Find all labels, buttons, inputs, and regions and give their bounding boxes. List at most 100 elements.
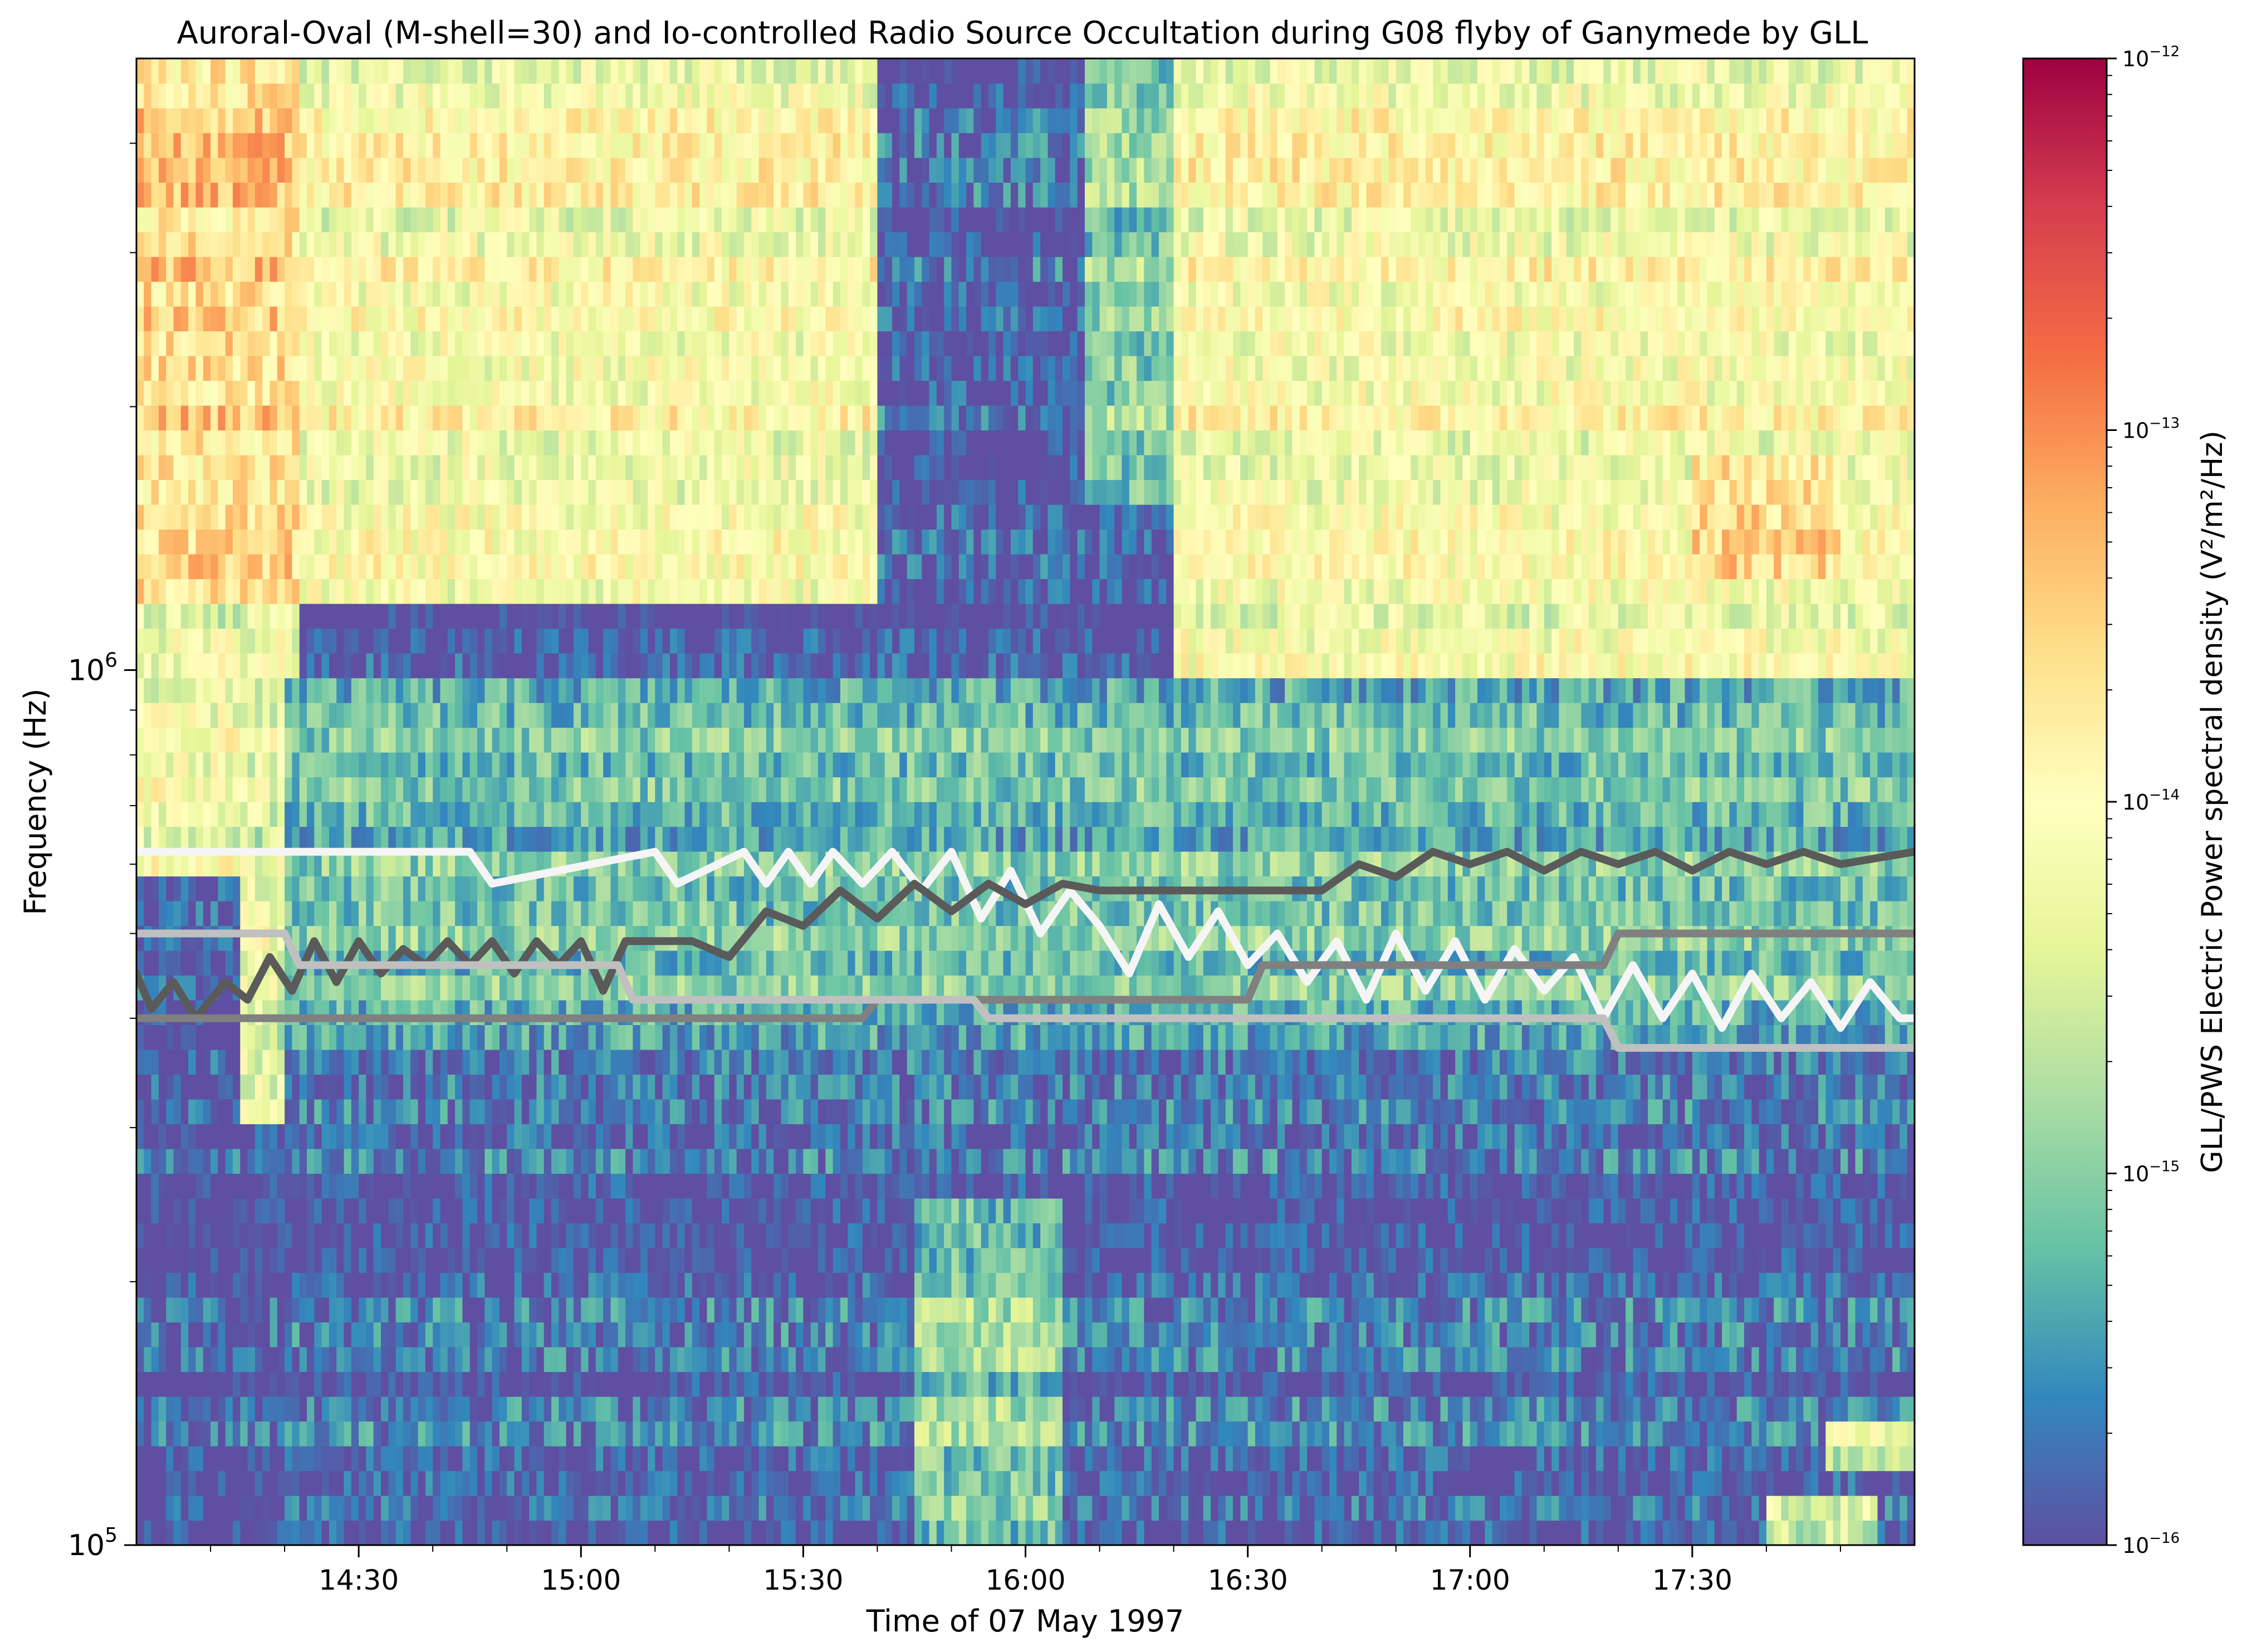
- spectrogram-cell: [655, 1371, 663, 1397]
- spectrogram-cell: [1351, 1074, 1359, 1100]
- spectrogram-cell: [751, 1248, 760, 1273]
- spectrogram-cell: [440, 1024, 448, 1050]
- spectrogram-cell: [714, 1149, 722, 1174]
- spectrogram-cell: [188, 1124, 197, 1149]
- spectrogram-cell: [1536, 1050, 1545, 1075]
- spectrogram-cell: [329, 1272, 337, 1298]
- spectrogram-cell: [1314, 1470, 1323, 1496]
- spectrogram-cell: [1722, 1496, 1730, 1521]
- spectrogram-cell: [1181, 1520, 1189, 1545]
- spectrogram-cell: [625, 1520, 633, 1545]
- spectrogram-cell: [788, 1024, 796, 1050]
- spectrogram-cell: [588, 1322, 596, 1347]
- spectrogram-cell: [314, 1074, 322, 1100]
- spectrogram-cell: [581, 1124, 589, 1149]
- spectrogram-cell: [1551, 1396, 1559, 1422]
- spectrogram-cell: [1440, 1050, 1448, 1075]
- spectrogram-cell: [914, 1050, 922, 1075]
- spectrogram-cell: [1677, 1446, 1686, 1472]
- spectrogram-cell: [1707, 1223, 1715, 1248]
- spectrogram-cell: [1321, 1446, 1330, 1472]
- spectrogram-cell: [573, 1149, 581, 1174]
- spectrogram-cell: [684, 1520, 693, 1545]
- spectrogram-cell: [1270, 1024, 1278, 1050]
- spectrogram-cell: [1610, 1297, 1619, 1323]
- spectrogram-cell: [1655, 1149, 1663, 1174]
- spectrogram-cell: [240, 1297, 248, 1323]
- spectrogram-cell: [848, 1421, 856, 1447]
- spectrogram-cell: [625, 1322, 633, 1347]
- spectrogram-cell: [381, 1297, 389, 1323]
- spectrogram-cell: [551, 1024, 559, 1050]
- spectrogram-cell: [285, 1322, 292, 1347]
- spectrogram-cell: [899, 1347, 908, 1372]
- spectrogram-cell: [758, 1024, 767, 1050]
- spectrogram-cell: [1040, 1074, 1049, 1100]
- spectrogram-cell: [1211, 1248, 1218, 1273]
- spectrogram-cell: [1529, 1074, 1538, 1100]
- spectrogram-cell: [232, 1149, 241, 1174]
- spectrogram-cell: [1588, 1322, 1597, 1347]
- spectrogram-cell: [299, 1050, 307, 1075]
- spectrogram-cell: [922, 1470, 930, 1496]
- spectrogram-cell: [218, 1347, 226, 1372]
- spectrogram-cell: [669, 1173, 678, 1199]
- spectrogram-cell: [603, 1248, 611, 1273]
- spectrogram-cell: [136, 1248, 144, 1273]
- spectrogram-cell: [1536, 1272, 1545, 1298]
- spectrogram-cell: [240, 1099, 248, 1125]
- spectrogram-cell: [692, 1074, 700, 1100]
- spectrogram-cell: [1462, 1297, 1471, 1323]
- spectrogram-cell: [1462, 1173, 1471, 1199]
- spectrogram-cell: [1551, 1149, 1559, 1174]
- spectrogram-cell: [1559, 1446, 1567, 1472]
- spectrogram-cell: [1862, 1173, 1871, 1199]
- spectrogram-cell: [395, 1248, 404, 1273]
- spectrogram-cell: [1425, 1421, 1433, 1447]
- spectrogram-cell: [1351, 1050, 1359, 1075]
- spectrogram-cell: [381, 1149, 389, 1174]
- spectrogram-cell: [1077, 1347, 1085, 1372]
- spectrogram-cell: [899, 1371, 908, 1397]
- spectrogram-cell: [1884, 1099, 1893, 1125]
- spectrogram-cell: [981, 1446, 989, 1472]
- spectrogram-cell: [1670, 1322, 1678, 1347]
- spectrogram: [136, 58, 1915, 1545]
- spectrogram-cell: [877, 1520, 885, 1545]
- spectrogram-cell: [736, 1099, 745, 1125]
- spectrogram-cell: [1477, 1272, 1485, 1298]
- spectrogram-cell: [462, 1149, 471, 1174]
- spectrogram-cell: [1477, 1024, 1485, 1050]
- spectrogram-cell: [1744, 1223, 1752, 1248]
- spectrogram-cell: [1299, 1124, 1308, 1149]
- spectrogram-cell: [1433, 1173, 1441, 1199]
- spectrogram-cell: [1581, 1347, 1589, 1372]
- spectrogram-cell: [1084, 1446, 1093, 1472]
- spectrogram-cell: [307, 1496, 315, 1521]
- spectrogram-cell: [796, 1050, 804, 1075]
- spectrogram-cell: [1262, 1470, 1271, 1496]
- spectrogram-cell: [566, 1099, 574, 1125]
- spectrogram-cell: [1544, 1223, 1552, 1248]
- spectrogram-cell: [307, 1446, 315, 1472]
- spectrogram-cell: [1344, 1371, 1352, 1397]
- spectrogram-cell: [848, 1496, 856, 1521]
- spectrogram-cell: [892, 1024, 900, 1050]
- spectrogram-cell: [1092, 1272, 1100, 1298]
- spectrogram-cell: [1633, 1520, 1641, 1545]
- spectrogram-cell: [292, 1024, 300, 1050]
- spectrogram-cell: [247, 1470, 256, 1496]
- spectrogram-cell: [1692, 1421, 1700, 1447]
- spectrogram-cell: [1648, 1446, 1656, 1472]
- spectrogram-cell: [1507, 1198, 1515, 1224]
- spectrogram-cell: [1551, 1371, 1559, 1397]
- spectrogram-cell: [388, 1272, 396, 1298]
- spectrogram-cell: [351, 1371, 359, 1397]
- spectrogram-cell: [173, 1470, 182, 1496]
- spectrogram-cell: [655, 1124, 663, 1149]
- spectrogram-cell: [447, 1470, 456, 1496]
- spectrogram-cell: [1211, 1272, 1218, 1298]
- spectrogram-cell: [1788, 1297, 1796, 1323]
- spectrogram-cell: [410, 1446, 419, 1472]
- spectrogram-cell: [1240, 1371, 1249, 1397]
